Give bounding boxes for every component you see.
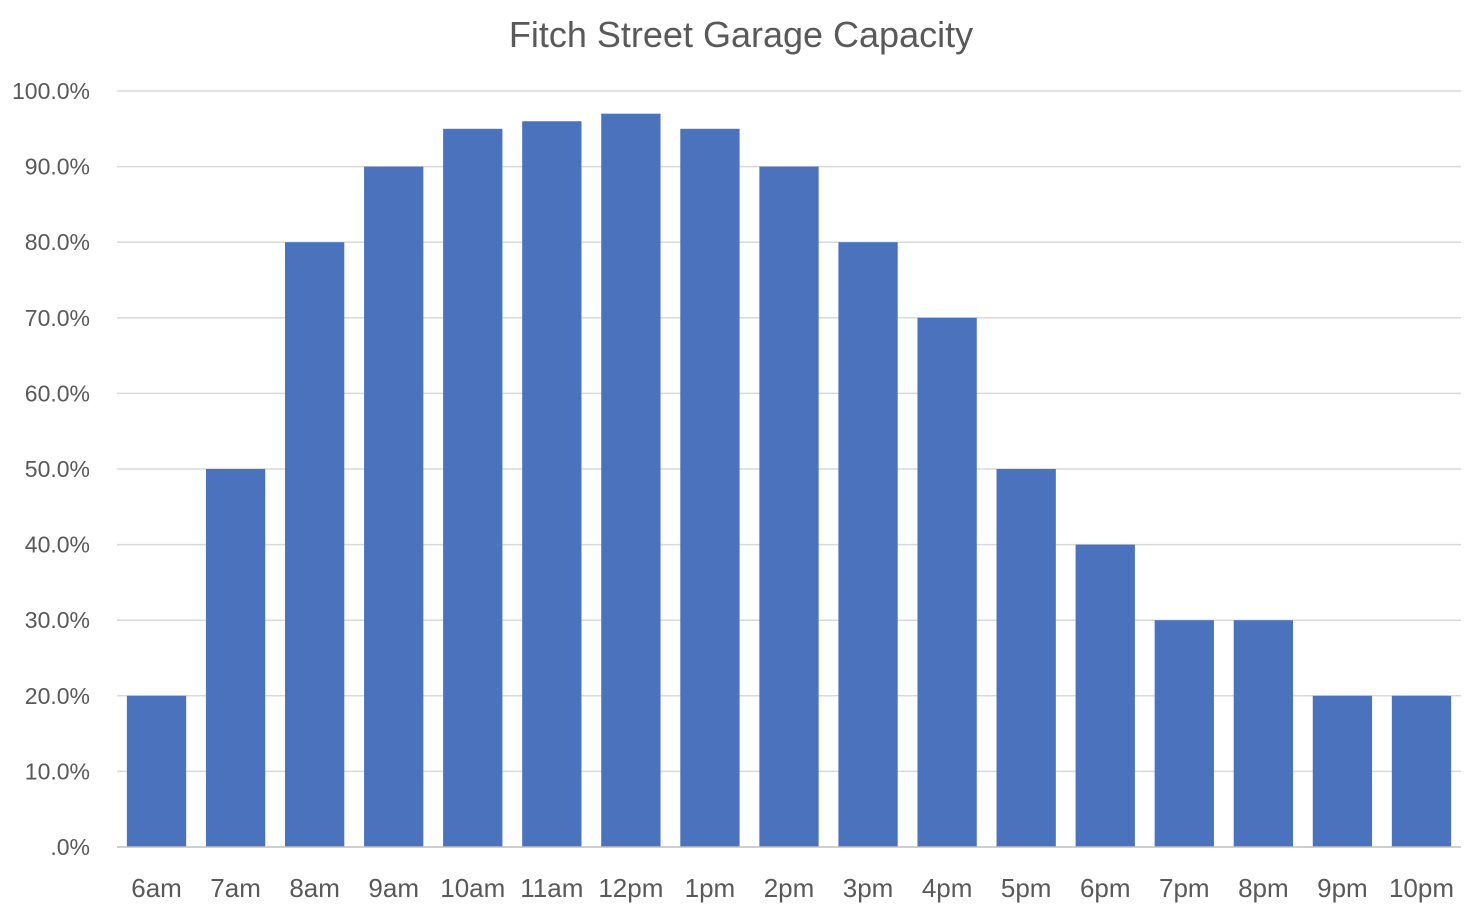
bar-11am xyxy=(522,121,582,848)
y-tick-labels: .0% 10.0% 20.0% 30.0% 40.0% 50.0% 60.0% 70.0% 80… xyxy=(12,78,90,860)
x-tick-label: 5pm xyxy=(1001,873,1052,903)
bar-7am xyxy=(205,469,266,847)
bar-2pm xyxy=(759,166,819,848)
x-tick-labels: 6am 7am 8am 9am 10am 11am 12pm 1pm 2pm 3pm 4pm 5pm 6… xyxy=(131,873,1454,903)
chart-title: Fitch Street Garage Capacity xyxy=(508,14,974,55)
x-tick-label: 1pm xyxy=(685,873,736,903)
x-tick-label: 3pm xyxy=(843,873,894,903)
bar-8pm xyxy=(1233,620,1293,847)
y-tick-label: .0% xyxy=(50,834,90,860)
bar-10am xyxy=(443,128,503,848)
bar-6pm xyxy=(1075,544,1135,847)
x-tick-label: 2pm xyxy=(764,873,815,903)
y-tick-label: 70.0% xyxy=(25,305,90,331)
bar-1pm xyxy=(680,128,740,848)
x-tick-label: 7am xyxy=(210,873,261,903)
y-tick-label: 30.0% xyxy=(25,607,90,633)
x-tick-label: 10am xyxy=(440,873,505,903)
bar-12pm xyxy=(601,113,661,848)
bar-4pm xyxy=(917,317,977,847)
bar-8am xyxy=(285,242,345,847)
y-tick-label: 60.0% xyxy=(25,380,90,406)
y-tick-label: 20.0% xyxy=(25,683,90,709)
x-tick-label: 7pm xyxy=(1159,873,1210,903)
bar-10pm xyxy=(1391,695,1452,847)
x-tick-label: 10pm xyxy=(1389,873,1454,903)
x-tick-label: 12pm xyxy=(598,873,663,903)
bar-9am xyxy=(364,166,424,848)
x-tick-label: 8am xyxy=(289,873,340,903)
y-tick-label: 50.0% xyxy=(25,456,90,482)
y-tick-label: 10.0% xyxy=(25,758,90,784)
y-tick-label: 90.0% xyxy=(25,154,90,180)
bar-3pm xyxy=(838,242,898,847)
bar-5pm xyxy=(996,469,1056,847)
x-tick-label: 9pm xyxy=(1317,873,1368,903)
x-tick-label: 6pm xyxy=(1080,873,1131,903)
bar-6am xyxy=(126,695,187,847)
bar-9pm xyxy=(1312,695,1373,847)
x-tick-label: 8pm xyxy=(1238,873,1289,903)
bars xyxy=(126,113,1452,848)
x-tick-label: 6am xyxy=(131,873,182,903)
x-tick-label: 4pm xyxy=(922,873,973,903)
y-tick-label: 80.0% xyxy=(25,229,90,255)
y-tick-label: 40.0% xyxy=(25,532,90,558)
y-tick-label: 100.0% xyxy=(12,78,90,104)
x-tick-label: 9am xyxy=(368,873,419,903)
x-tick-label: 11am xyxy=(520,873,583,903)
bar-7pm xyxy=(1154,620,1214,847)
